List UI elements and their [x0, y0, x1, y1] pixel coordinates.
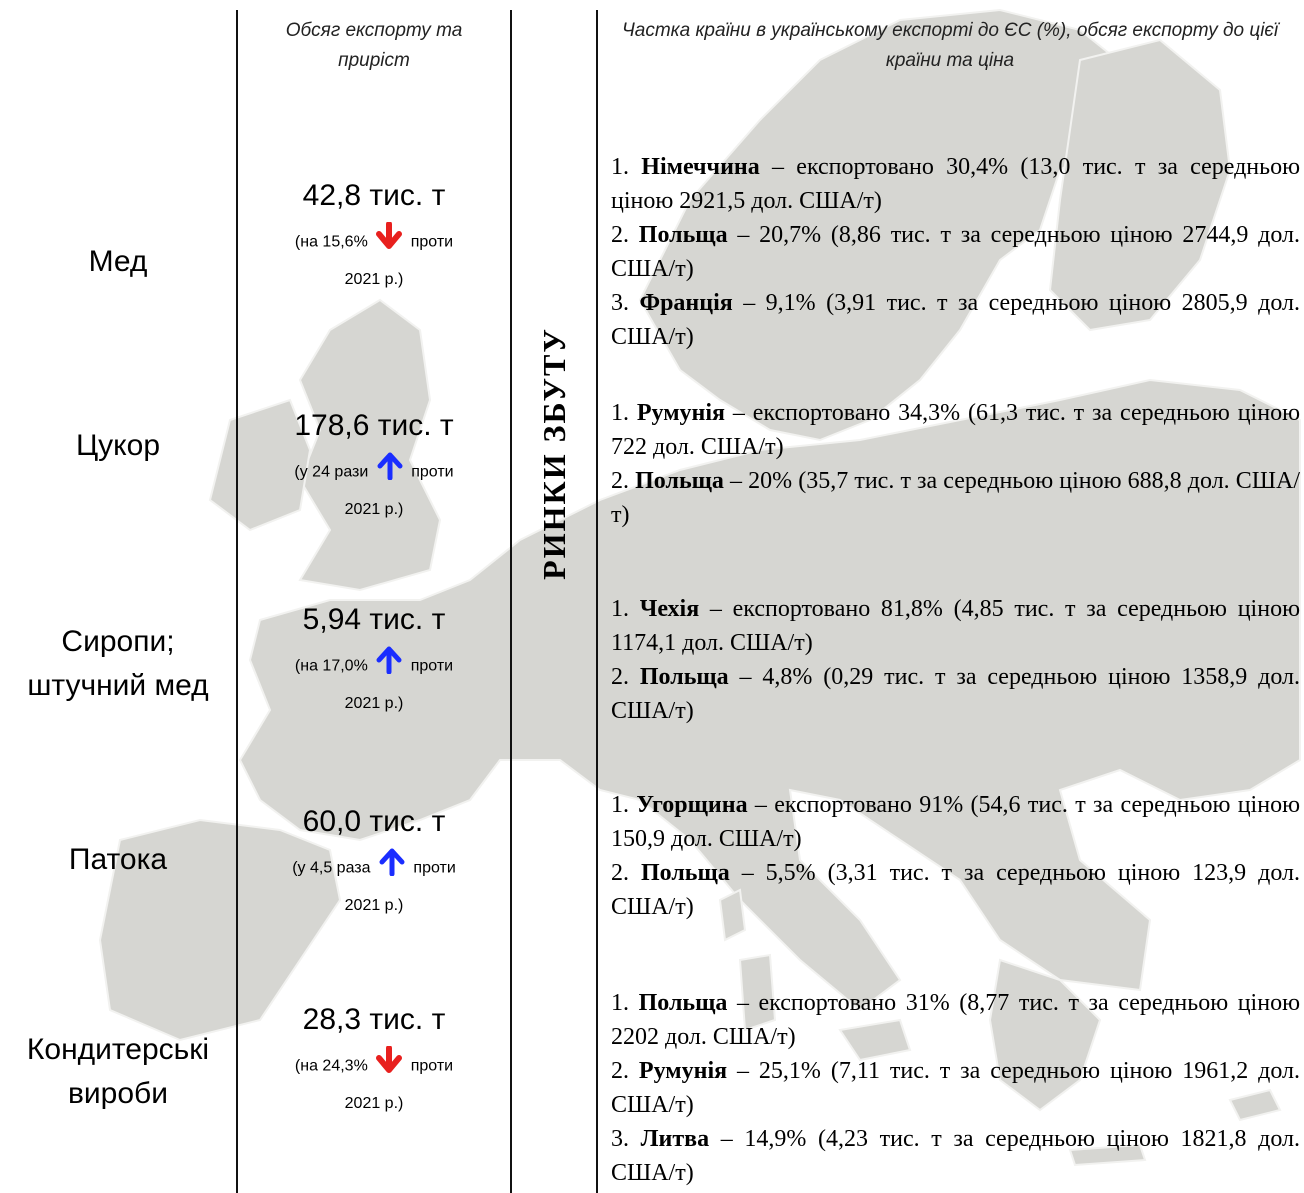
country-name: Польща — [639, 664, 729, 690]
export-volume: 42,8 тис. т — [302, 179, 446, 212]
change-value: (на 24,3% — [294, 1057, 368, 1075]
country-name: Польща — [638, 990, 728, 1016]
arrow-down-icon — [376, 1045, 403, 1087]
market-item: 1. Польща – експортовано 31% (8,77 тис. … — [611, 990, 1300, 1050]
market-item: 2. Польща – 20% (35,7 тис. т за середньо… — [611, 468, 1301, 528]
map-sicily — [838, 1018, 912, 1062]
map-iberia — [98, 818, 342, 1042]
product-name-syrups: Сиропи; штучний мед — [27, 625, 209, 702]
market-item: 1. Угорщина – експортовано 91% (54,6 тис… — [611, 792, 1301, 852]
product-name-sugar: Цукор — [75, 429, 161, 462]
country-name: Польща — [635, 468, 724, 494]
change-line: (на 17,0% проти — [238, 646, 510, 687]
export-volume: 178,6 тис. т — [294, 409, 454, 442]
change-year: 2021 р.) — [344, 897, 404, 914]
arrow-up-icon — [377, 452, 403, 493]
change-line: (у 24 рази проти — [238, 452, 510, 493]
markets-syrups: 1. Чехія – експортовано 81,8% (4,85 тис.… — [611, 592, 1300, 728]
arrow-down-icon — [376, 221, 403, 263]
map-sardinia — [738, 953, 777, 1032]
country-name: Румунія — [638, 1058, 728, 1084]
markets-honey: 1. Німеччина – експортовано 30,4% (13,0 … — [611, 150, 1300, 354]
market-item: 3. Литва – 14,9% (4,23 тис. т за середнь… — [611, 1126, 1301, 1186]
country-name: Польща — [638, 222, 728, 248]
market-item: 2. Польща – 4,8% (0,29 тис. т за середнь… — [611, 664, 1301, 724]
country-name: Німеччина — [641, 154, 760, 180]
export-volume: 28,3 тис. т — [302, 1003, 446, 1036]
country-name: Литва — [640, 1126, 710, 1152]
market-item: 1. Німеччина – експортовано 30,4% (13,0 … — [611, 154, 1301, 214]
markets-molasses: 1. Угорщина – експортовано 91% (54,6 тис… — [611, 788, 1300, 924]
export-volume: 5,94 тис. т — [302, 603, 446, 636]
map-scandinavia — [638, 8, 1132, 442]
country-name: Румунія — [636, 400, 726, 426]
header-volume: Обсяг експорту та приріст — [285, 20, 463, 71]
product-name-honey: Мед — [88, 245, 148, 278]
map-finland — [1048, 38, 1232, 332]
volume-block: 28,3 тис. т (на 24,3% проти 2021 р.) — [238, 1000, 510, 1121]
change-against: проти — [411, 463, 454, 481]
header-share: Частка країни в українському експорті до… — [621, 20, 1279, 71]
divider-left — [236, 10, 238, 1193]
volume-block: 60,0 тис. т (у 4,5 раза проти 2021 р.) — [238, 802, 510, 923]
change-year: 2021 р.) — [344, 501, 404, 518]
market-item: 2. Польща – 20,7% (8,86 тис. т за середн… — [611, 222, 1301, 282]
map-crete — [1068, 1143, 1147, 1167]
change-against: проти — [410, 233, 454, 251]
change-against: проти — [410, 1057, 454, 1075]
change-value: (на 17,0% — [294, 657, 368, 675]
export-volume: 60,0 тис. т — [302, 805, 446, 838]
market-item: 1. Румунія – експортовано 34,3% (61,3 ти… — [611, 400, 1300, 460]
product-name-molasses: Патока — [68, 843, 168, 876]
volume-block: 42,8 тис. т (на 15,6% проти 2021 р.) — [238, 176, 510, 297]
country-name: Франція — [639, 290, 733, 316]
map-greece — [988, 958, 1102, 1112]
map-continent — [238, 378, 1301, 1012]
markets-side-label: РИНКИ ЗБУТУ — [535, 326, 572, 580]
market-item: 2. Румунія – 25,1% (7,11 тис. т за серед… — [611, 1058, 1301, 1118]
map-corsica — [718, 888, 747, 942]
change-against: проти — [413, 859, 456, 877]
market-item: 3. Франція – 9,1% (3,91 тис. т за середн… — [611, 290, 1301, 350]
country-name: Польща — [640, 860, 730, 886]
map-great-britain — [298, 298, 442, 592]
country-name: Чехія — [639, 596, 700, 622]
country-name: Угорщина — [636, 792, 748, 818]
volume-block: 5,94 тис. т (на 17,0% проти 2021 р.) — [238, 600, 510, 721]
change-value: (у 4,5 раза — [292, 859, 371, 877]
change-value: (на 15,6% — [294, 233, 368, 251]
change-line: (на 15,6% проти — [238, 221, 510, 263]
market-item: 2. Польща – 5,5% (3,31 тис. т за середнь… — [611, 860, 1301, 920]
product-name-confectionery: Кондитерські вироби — [26, 1033, 210, 1110]
markets-confectionery: 1. Польща – експортовано 31% (8,77 тис. … — [611, 986, 1300, 1190]
arrow-up-icon — [379, 848, 405, 889]
change-year: 2021 р.) — [344, 1095, 404, 1112]
change-line: (у 4,5 раза проти — [238, 848, 510, 889]
markets-sugar: 1. Румунія – експортовано 34,3% (61,3 ти… — [611, 396, 1300, 532]
change-against: проти — [410, 657, 454, 675]
divider-right — [596, 10, 598, 1193]
map-ireland — [208, 398, 312, 532]
market-item: 1. Чехія – експортовано 81,8% (4,85 тис.… — [611, 596, 1300, 656]
change-year: 2021 р.) — [344, 695, 404, 712]
change-value: (у 24 рази — [294, 463, 369, 481]
change-line: (на 24,3% проти — [238, 1045, 510, 1087]
divider-middle — [510, 10, 512, 1193]
volume-block: 178,6 тис. т (у 24 рази проти 2021 р.) — [238, 406, 510, 527]
arrow-up-icon — [376, 646, 402, 687]
change-year: 2021 р.) — [344, 271, 404, 288]
map-cyprus — [1228, 1088, 1282, 1122]
